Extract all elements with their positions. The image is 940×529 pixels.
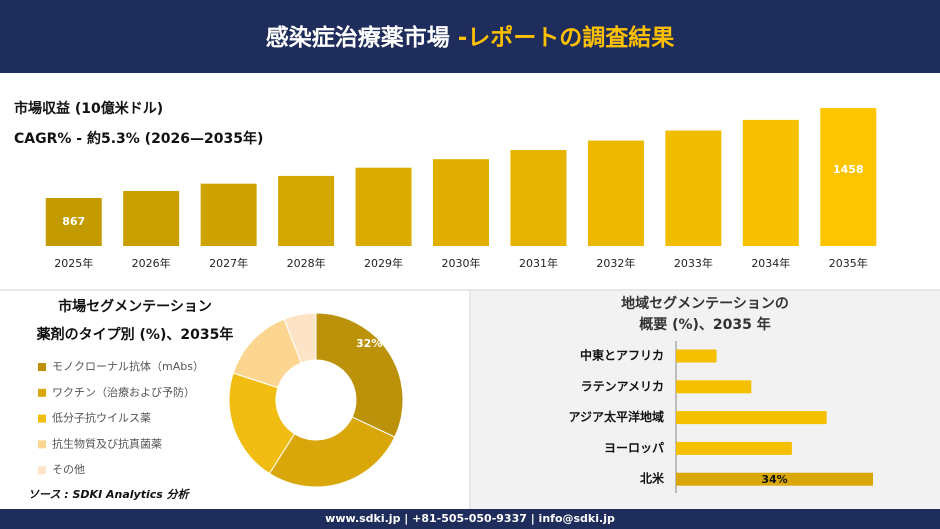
bar [676, 472, 873, 486]
chart-subtitle: CAGR% - 約5.3% (2026—2035年) [14, 130, 263, 147]
value-label: 32% [356, 337, 382, 350]
bar [123, 190, 180, 246]
header-title-highlight: -レポートの調査結果 [458, 24, 675, 51]
legend-swatch [38, 466, 46, 475]
x-tick-label: 2030年 [442, 256, 481, 270]
legend-label: ワクチン（治療および予防） [52, 385, 195, 399]
legend-swatch [38, 388, 46, 397]
chart-title: 市場収益 (10億米ドル) [14, 100, 163, 117]
bar [587, 140, 644, 246]
y-tick-label: ヨーロッパ [604, 441, 664, 455]
legend-label: モノクローナル抗体（mAbs） [52, 359, 204, 373]
bar [278, 175, 335, 246]
legend-label: 抗生物質及び抗真菌薬 [52, 436, 162, 450]
bar [45, 198, 102, 246]
legend-swatch [38, 363, 46, 371]
header-band [0, 0, 940, 73]
legend-swatch [38, 414, 46, 423]
chart-subtitle: 薬剤のタイプ別 (%)、2035年 [37, 326, 234, 343]
value-label: 1458 [833, 163, 864, 176]
x-tick-label: 2027年 [209, 256, 248, 270]
x-tick-label: 2029年 [364, 256, 403, 270]
legend-label: その他 [52, 463, 85, 476]
donut-slice [315, 312, 404, 438]
x-tick-label: 2031年 [519, 256, 558, 270]
x-tick-label: 2028年 [287, 256, 326, 270]
right-panel [471, 291, 940, 509]
legend-swatch [38, 440, 46, 449]
source: ソース : SDKI Analytics 分析 [28, 488, 191, 501]
bar [676, 380, 752, 394]
bar [820, 108, 877, 246]
header-title: 感染症治療薬市場 -レポートの調査結果 [266, 24, 675, 51]
y-tick-label: アジア太平洋地域 [568, 409, 664, 424]
footer-band [0, 509, 940, 529]
chart-title: 市場セグメンテーション [58, 298, 212, 315]
x-tick-label: 2026年 [132, 256, 171, 270]
chart-subtitle: 概要 (%)、2035 年 [639, 316, 771, 333]
legend-label: 低分子抗ウイルス薬 [52, 411, 151, 425]
x-tick-label: 2033年 [674, 256, 713, 270]
bar [665, 130, 722, 246]
bar [676, 441, 792, 455]
bar [200, 183, 257, 246]
x-tick-label: 2025年 [54, 256, 93, 270]
footer-contact: www.sdki.jp | +81-505-050-9337 | info@sd… [325, 512, 615, 525]
y-tick-label: 北米 [640, 471, 665, 486]
bar [676, 411, 827, 425]
x-tick-label: 2032年 [596, 256, 635, 270]
donut-slice [268, 416, 396, 488]
bar [355, 167, 412, 246]
x-tick-label: 2035年 [829, 256, 868, 270]
chart-title: 地域セグメンテーションの [621, 295, 789, 312]
bar [742, 119, 799, 246]
y-tick-label: 中東とアフリカ [580, 348, 664, 363]
y-tick-label: ラテンアメリカ [581, 379, 664, 393]
bar [510, 150, 567, 246]
header-title-main: 感染症治療薬市場 [266, 24, 458, 51]
donut-slice [283, 312, 317, 364]
value-label: 34% [761, 473, 787, 486]
value-label: 867 [62, 215, 85, 228]
bar [433, 159, 489, 246]
bar [676, 349, 717, 363]
x-tick-label: 2034年 [751, 256, 790, 270]
